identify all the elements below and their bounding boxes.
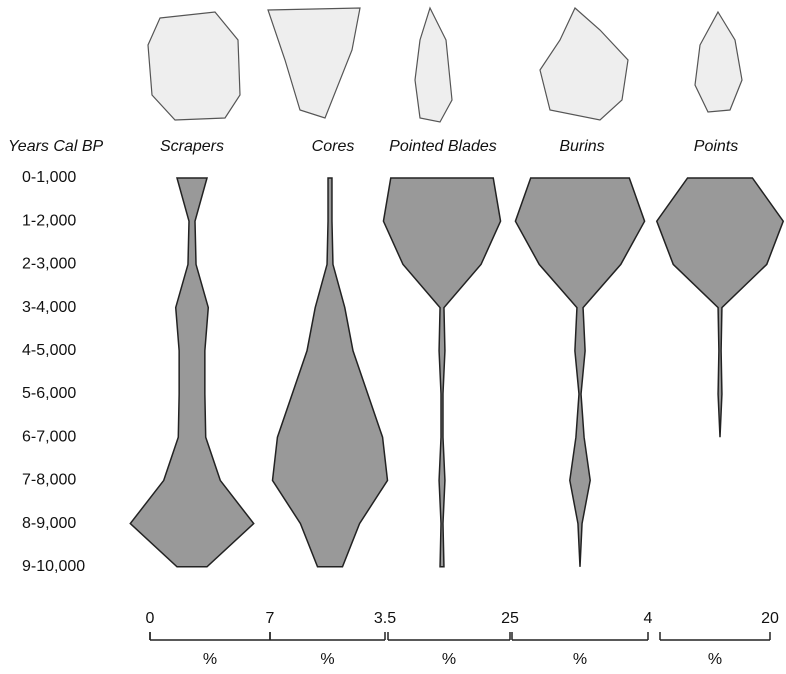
point-illustration: [694, 10, 743, 113]
row-label: 4-5,000: [22, 342, 76, 359]
unit-label: %: [320, 651, 334, 668]
burin-illustration: [539, 7, 629, 121]
row-label: 8-9,000: [22, 515, 76, 532]
frequency-shape: [382, 177, 502, 568]
series-label: Burins: [559, 138, 604, 155]
frequency-shape: [129, 177, 255, 568]
row-label: 2-3,000: [22, 256, 76, 273]
blade-illustration: [414, 6, 453, 123]
scale-tick-label: 4: [644, 610, 653, 627]
unit-label: %: [708, 651, 722, 668]
frequency-shape: [271, 177, 389, 568]
scale-tick-label: 25: [501, 610, 519, 627]
series-label: Points: [694, 138, 738, 155]
row-label: 0-1,000: [22, 169, 76, 186]
scale-tick-label: 3.5: [374, 610, 396, 627]
frequency-shape: [514, 177, 646, 567]
frequency-shape: [655, 177, 785, 438]
scale-tick-label: 7: [266, 610, 275, 627]
row-label: 3-4,000: [22, 299, 76, 316]
artifact-illustrations: [147, 6, 743, 123]
unit-label: %: [573, 651, 587, 668]
series-label: Pointed Blades: [389, 138, 497, 155]
series-label: Cores: [312, 138, 355, 155]
scale-tick-label: 20: [761, 610, 779, 627]
y-axis-label: Years Cal BP: [8, 138, 103, 155]
row-label: 6-7,000: [22, 428, 76, 445]
scraper-illustration: [147, 11, 241, 121]
row-label: 9-10,000: [22, 558, 85, 575]
unit-label: %: [203, 651, 217, 668]
row-label: 7-8,000: [22, 472, 76, 489]
row-label: 1-2,000: [22, 212, 76, 229]
core-illustration: [267, 7, 361, 119]
series-label: Scrapers: [160, 138, 224, 155]
scale-tick-label: 0: [146, 610, 155, 627]
row-label: 5-6,000: [22, 385, 76, 402]
unit-label: %: [442, 651, 456, 668]
